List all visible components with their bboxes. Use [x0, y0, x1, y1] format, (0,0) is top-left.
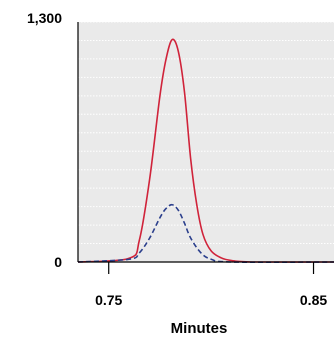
- dashed-series-line: [77, 203, 334, 264]
- solid-series-line: [77, 38, 334, 263]
- plot-area: [78, 22, 334, 262]
- x-axis-label: Minutes: [171, 320, 228, 337]
- y-tick-label: 0: [54, 254, 62, 270]
- tick-layer: 0 1,300 0.75 0.85: [27, 10, 327, 308]
- x-tick-label: 0.85: [300, 292, 327, 308]
- x-tick-label: 0.75: [95, 292, 122, 308]
- series-layer: [77, 38, 334, 264]
- gridlines: [78, 21, 334, 245]
- y-tick-label: 1,300: [27, 10, 62, 26]
